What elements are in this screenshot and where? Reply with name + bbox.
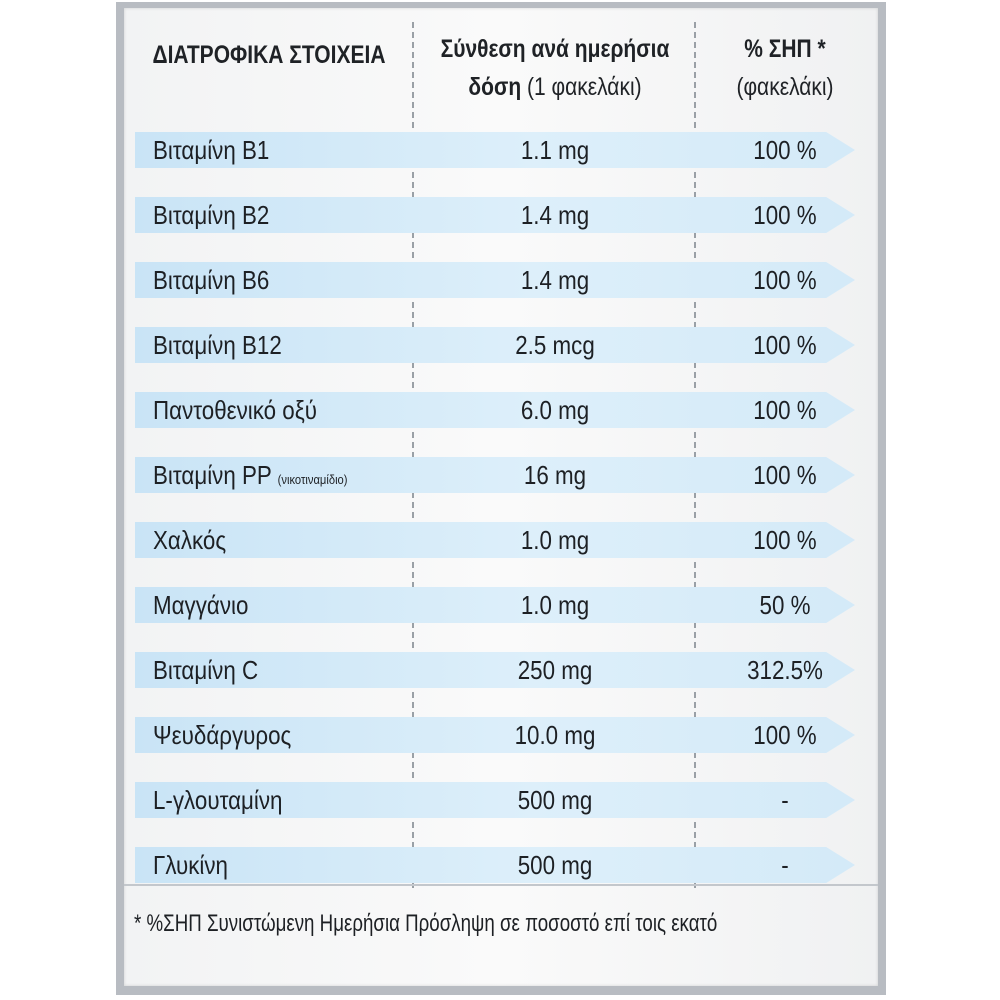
- nutrient-name-text: Βιταμίνη PP: [153, 460, 272, 490]
- row-band: [135, 587, 855, 623]
- table-row: L-γλουταμίνη 500 mg -: [135, 782, 855, 818]
- dose-value: 1.0 mg: [520, 525, 590, 555]
- rda-value: 100 %: [753, 395, 817, 425]
- nutrient-name: Γλυκίνη: [153, 847, 228, 883]
- header-dose-line1: Σύνθεση ανά ημερήσια: [440, 35, 670, 63]
- nutrient-name: L-γλουταμίνη: [153, 782, 282, 818]
- nutrient-name: Βιταμίνη Β12: [153, 327, 282, 363]
- header-rda-line2: (φακελάκι): [736, 73, 834, 101]
- rda-value: 50 %: [759, 590, 811, 620]
- row-band: [135, 717, 855, 753]
- dose-value: 6.0 mg: [520, 395, 590, 425]
- header-rda-line1: % ΣΗΠ *: [744, 35, 826, 63]
- nutrient-name: Μαγγάνιο: [153, 587, 248, 623]
- header-dose-bold: δόση: [468, 73, 522, 101]
- dose-value: 1.4 mg: [520, 200, 590, 230]
- nutrient-name-text: Βιταμίνη Β6: [153, 265, 270, 295]
- rda-value: -: [781, 850, 789, 880]
- row-band: [135, 262, 855, 298]
- table-row: Παντοθενικό οξύ 6.0 mg 100 %: [135, 392, 855, 428]
- row-band: [135, 132, 855, 168]
- footer-divider: [124, 884, 878, 886]
- row-band: [135, 392, 855, 428]
- table-row: Γλυκίνη 500 mg -: [135, 847, 855, 883]
- dose-value: 500 mg: [517, 850, 593, 880]
- nutrient-name-text: L-γλουταμίνη: [153, 785, 283, 815]
- nutrient-name: Βιταμίνη PP (νικοτιναμίδιο): [153, 457, 348, 493]
- table-row: Μαγγάνιο 1.0 mg 50 %: [135, 587, 855, 623]
- rda-value: 100 %: [753, 135, 817, 165]
- table-row: Ψευδάργυρος 10.0 mg 100 %: [135, 717, 855, 753]
- table-row: Χαλκός 1.0 mg 100 %: [135, 522, 855, 558]
- nutrient-name: Ψευδάργυρος: [153, 717, 291, 753]
- row-band: [135, 522, 855, 558]
- nutrient-note: (νικοτιναμίδιο): [277, 472, 348, 487]
- table-row: Βιταμίνη C 250 mg 312.5%: [135, 652, 855, 688]
- header-dose: Σύνθεση ανά ημερήσια δόση (1 φακελάκι): [433, 30, 677, 106]
- nutrient-name-text: Βιταμίνη Β12: [153, 330, 282, 360]
- table-row: Βιταμίνη Β12 2.5 mcg 100 %: [135, 327, 855, 363]
- nutrient-name: Χαλκός: [153, 522, 226, 558]
- row-band: [135, 652, 855, 688]
- rda-value: 100 %: [753, 330, 817, 360]
- nutrient-name: Βιταμίνη Β1: [153, 132, 269, 168]
- nutrient-name: Βιταμίνη Β2: [153, 197, 269, 233]
- nutrient-name: Βιταμίνη C: [153, 652, 258, 688]
- table-header: ΔΙΑΤΡΟΦΙΚΑ ΣΤΟΙΧΕΙΑ Σύνθεση ανά ημερήσια…: [124, 30, 878, 120]
- rda-value: 100 %: [753, 720, 817, 750]
- header-nutrients: ΔΙΑΤΡΟΦΙΚΑ ΣΤΟΙΧΕΙΑ: [147, 30, 391, 80]
- header-dose-light: (1 φακελάκι): [526, 73, 642, 101]
- row-band: [135, 457, 855, 493]
- rda-value: -: [781, 785, 789, 815]
- table-row: Βιταμίνη PP (νικοτιναμίδιο) 16 mg 100 %: [135, 457, 855, 493]
- nutrient-name-text: Μαγγάνιο: [153, 590, 249, 620]
- nutrition-table: ΔΙΑΤΡΟΦΙΚΑ ΣΤΟΙΧΕΙΑ Σύνθεση ανά ημερήσια…: [124, 8, 878, 986]
- row-band: [135, 197, 855, 233]
- nutrient-name-text: Βιταμίνη Β2: [153, 200, 270, 230]
- rda-value: 100 %: [753, 460, 817, 490]
- dose-value: 16 mg: [523, 460, 587, 490]
- rda-value: 100 %: [753, 525, 817, 555]
- header-nutrients-label: ΔΙΑΤΡΟΦΙΚΑ ΣΤΟΙΧΕΙΑ: [152, 41, 386, 69]
- nutrient-name: Παντοθενικό οξύ: [153, 392, 317, 428]
- rda-value: 100 %: [753, 200, 817, 230]
- column-divider-1: [412, 22, 414, 888]
- row-band: [135, 847, 855, 883]
- dose-value: 2.5 mcg: [515, 330, 595, 360]
- rda-value: 312.5%: [747, 655, 823, 685]
- row-band: [135, 327, 855, 363]
- rda-value: 100 %: [753, 265, 817, 295]
- header-dose-line2: δόση (1 φακελάκι): [433, 68, 677, 106]
- table-row: Βιταμίνη Β1 1.1 mg 100 %: [135, 132, 855, 168]
- column-divider-2: [694, 22, 696, 888]
- nutrient-name: Βιταμίνη Β6: [153, 262, 269, 298]
- header-rda: % ΣΗΠ * (φακελάκι): [709, 30, 862, 106]
- dose-value: 1.1 mg: [520, 135, 590, 165]
- dose-value: 10.0 mg: [514, 720, 596, 750]
- nutrient-name-text: Βιταμίνη C: [153, 655, 259, 685]
- footnote: * %ΣΗΠ Συνιστώμενη Ημερήσια Πρόσληψη σε …: [134, 910, 718, 937]
- nutrient-name-text: Παντοθενικό οξύ: [153, 395, 317, 425]
- dose-value: 1.4 mg: [520, 265, 590, 295]
- nutrient-name-text: Βιταμίνη Β1: [153, 135, 270, 165]
- nutrient-name-text: Ψευδάργυρος: [153, 720, 292, 750]
- table-row: Βιταμίνη Β2 1.4 mg 100 %: [135, 197, 855, 233]
- dose-value: 1.0 mg: [520, 590, 590, 620]
- table-row: Βιταμίνη Β6 1.4 mg 100 %: [135, 262, 855, 298]
- dose-value: 500 mg: [517, 785, 593, 815]
- row-band: [135, 782, 855, 818]
- nutrient-name-text: Χαλκός: [153, 525, 227, 555]
- dose-value: 250 mg: [517, 655, 593, 685]
- nutrient-name-text: Γλυκίνη: [153, 850, 228, 880]
